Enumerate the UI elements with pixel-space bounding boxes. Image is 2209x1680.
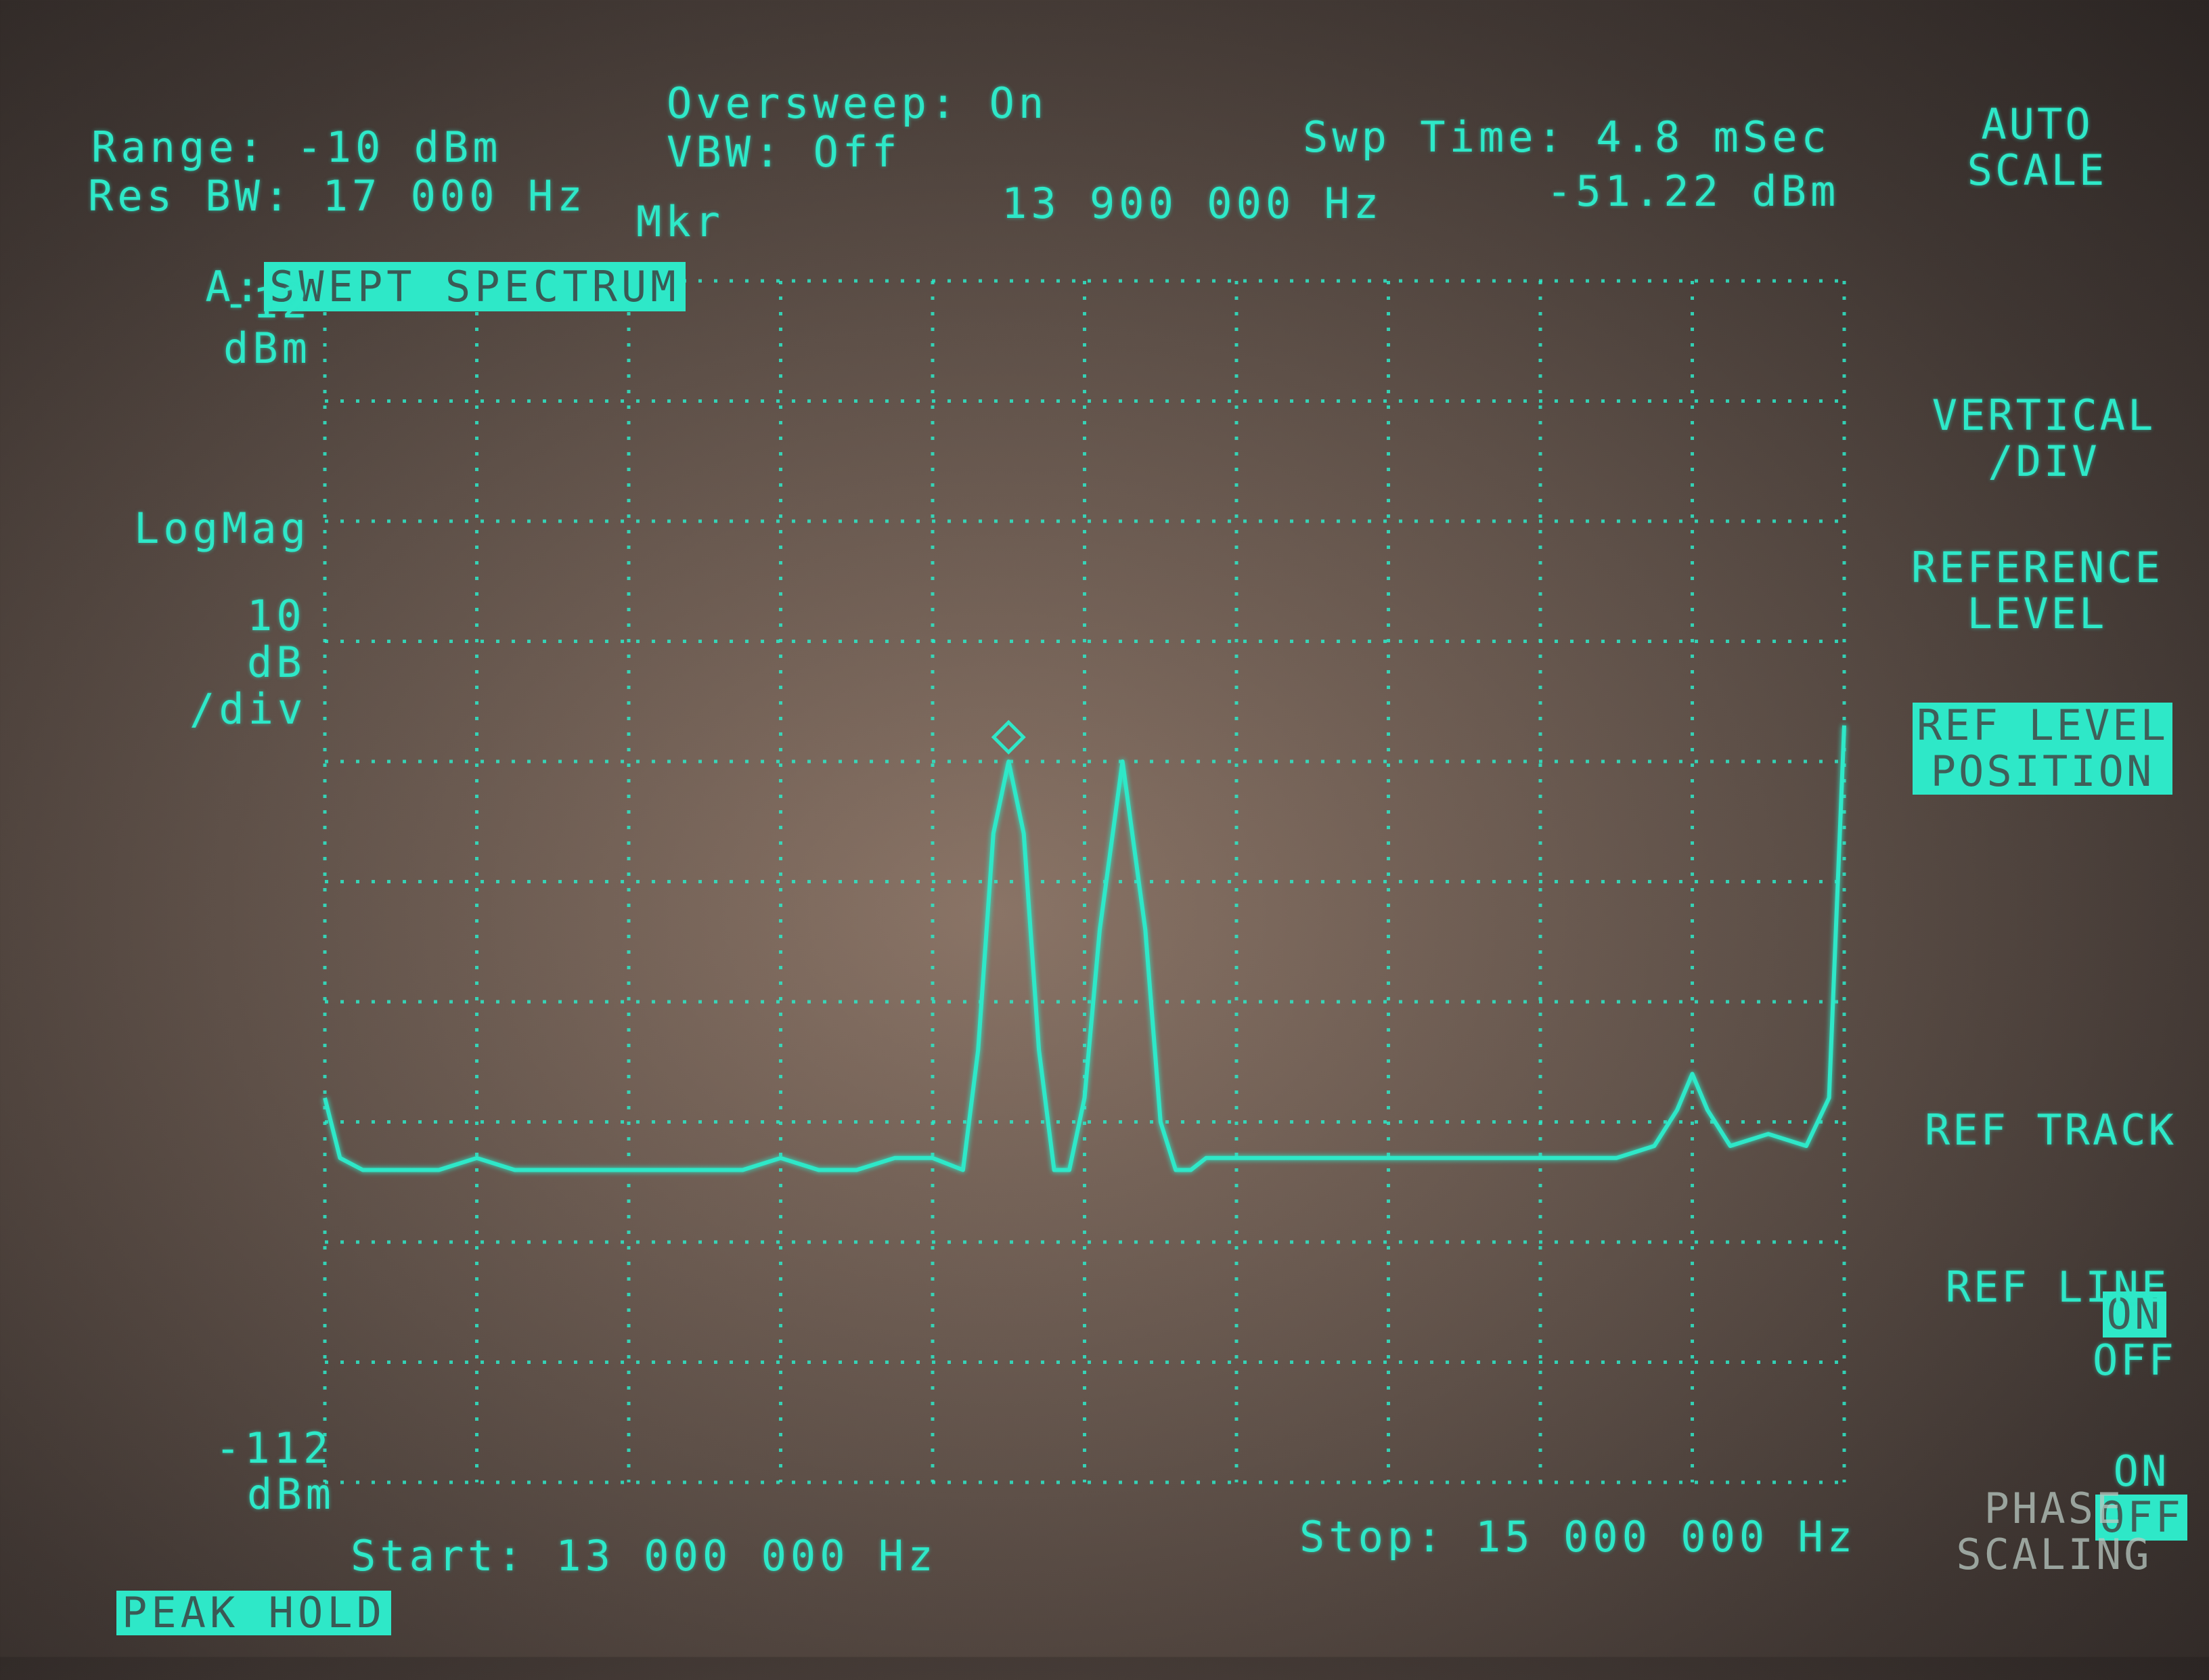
format-label: LogMag bbox=[134, 504, 310, 553]
channel-indicator: A: SWEPT SPECTRUM bbox=[88, 220, 686, 354]
ref-line-on-option[interactable]: ON bbox=[2113, 1446, 2170, 1496]
vbw-readout: VBW: Off bbox=[667, 127, 901, 177]
trace-layer bbox=[323, 720, 1846, 1172]
reference-level-softkey[interactable]: REFERENCE LEVEL bbox=[1911, 543, 2163, 638]
per-div-unit: dB bbox=[247, 638, 306, 687]
res-bw-readout: Res BW: 17 000 Hz bbox=[88, 171, 587, 221]
marker-level: -51.22 dBm bbox=[1546, 167, 1840, 216]
start-frequency: Start: 13 000 000 Hz bbox=[351, 1531, 937, 1580]
per-div-value: 10 bbox=[247, 591, 306, 640]
ref-track-label: REF TRACK bbox=[1925, 1105, 2177, 1155]
per-div-suffix: /div bbox=[189, 684, 307, 734]
bottom-scale-value: -112 bbox=[215, 1423, 333, 1473]
marker-frequency: 13 900 000 Hz bbox=[1002, 179, 1383, 228]
auto-scale-softkey[interactable]: AUTO SCALE bbox=[1967, 100, 2107, 195]
spectrum-trace bbox=[323, 725, 1846, 1172]
sweep-time-readout: Swp Time: 4.8 mSec bbox=[1303, 112, 1831, 162]
bottom-scale-unit: dBm bbox=[247, 1469, 335, 1519]
vertical-div-softkey[interactable]: VERTICAL /DIV bbox=[1932, 391, 2156, 486]
ref-level-position-softkey[interactable]: REF LEVEL POSITION bbox=[1913, 703, 2172, 795]
ref-track-options: ON OFF bbox=[1909, 1245, 2193, 1430]
ref-track-off-option[interactable]: OFF bbox=[2092, 1335, 2177, 1385]
oversweep-readout: Oversweep: On bbox=[667, 79, 1048, 128]
stop-frequency: Stop: 15 000 000 Hz bbox=[1299, 1512, 1857, 1562]
top-scale-value: -12 bbox=[223, 278, 311, 328]
marker-label: Mkr bbox=[636, 197, 724, 246]
ref-track-on-option[interactable]: ON bbox=[2102, 1291, 2167, 1338]
marker-diamond bbox=[991, 720, 1026, 755]
ref-track-softkey[interactable]: REF TRACK ON OFF bbox=[1909, 1015, 2193, 1522]
top-scale-unit: dBm bbox=[223, 324, 311, 373]
ref-line-options: ON OFF bbox=[1922, 1402, 2193, 1587]
ref-line-label: REF LINE bbox=[1945, 1262, 2170, 1312]
ref-line-softkey[interactable]: REF LINE ON OFF bbox=[1922, 1172, 2193, 1679]
channel-mode-badge: SWEPT SPECTRUM bbox=[263, 262, 686, 311]
plot-grid bbox=[323, 279, 1846, 1484]
ref-line-off-option[interactable]: OFF bbox=[2095, 1495, 2187, 1541]
channel-prefix: A: bbox=[205, 262, 264, 311]
peak-hold-badge: PEAK HOLD bbox=[116, 1591, 391, 1635]
range-readout: Range: -10 dBm bbox=[91, 123, 502, 172]
phase-scaling-softkey[interactable]: PHASE SCALING bbox=[1956, 1484, 2152, 1579]
